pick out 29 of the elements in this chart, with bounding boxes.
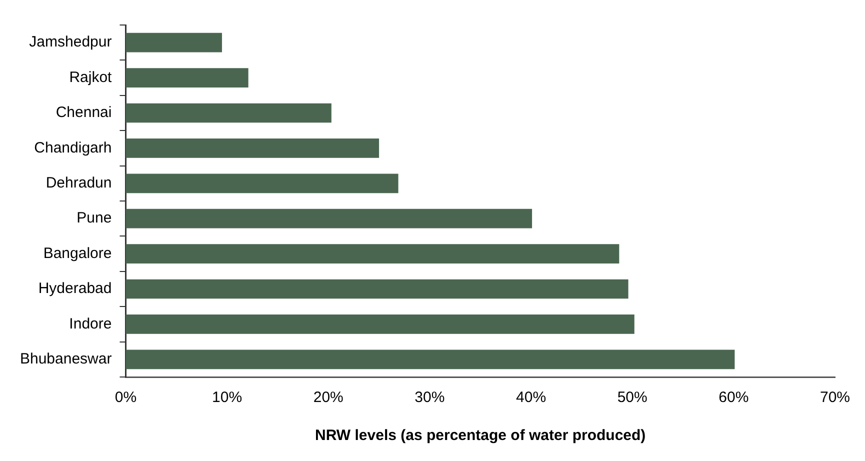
x-tick-label: 10% (212, 389, 242, 406)
x-tick-label: 40% (516, 389, 546, 406)
y-tick-label: Hyderabad (38, 280, 112, 298)
x-tick-label: 60% (718, 389, 749, 406)
y-tick-label: Rajkot (69, 68, 113, 86)
y-tick-label: Chandigarh (34, 139, 112, 156)
x-tick-label: 30% (414, 389, 445, 406)
bar (126, 174, 398, 194)
y-tick-label: Jamshedpur (29, 34, 112, 51)
y-tick-label: Bangalore (43, 244, 112, 262)
y-tick-label: Bhubaneswar (20, 350, 112, 368)
bar (126, 350, 735, 370)
y-tick-label: Chennai (56, 104, 112, 122)
bar (126, 68, 248, 88)
bar (126, 244, 620, 264)
bar (126, 208, 532, 228)
bar (126, 138, 380, 158)
x-tick-label: 50% (617, 389, 648, 406)
bar (126, 103, 332, 123)
x-tick-label: 0% (114, 389, 137, 406)
bar (126, 314, 634, 334)
x-axis-title: NRW levels (as percentage of water produced) (315, 427, 646, 444)
y-tick-label: Dehradun (46, 174, 112, 192)
x-tick-label: 20% (313, 389, 344, 406)
bar (126, 279, 628, 299)
y-tick-label: Pune (76, 210, 112, 227)
y-tick-label: Indore (69, 315, 112, 332)
x-tick-label: 70% (820, 389, 850, 406)
bar (126, 32, 222, 52)
